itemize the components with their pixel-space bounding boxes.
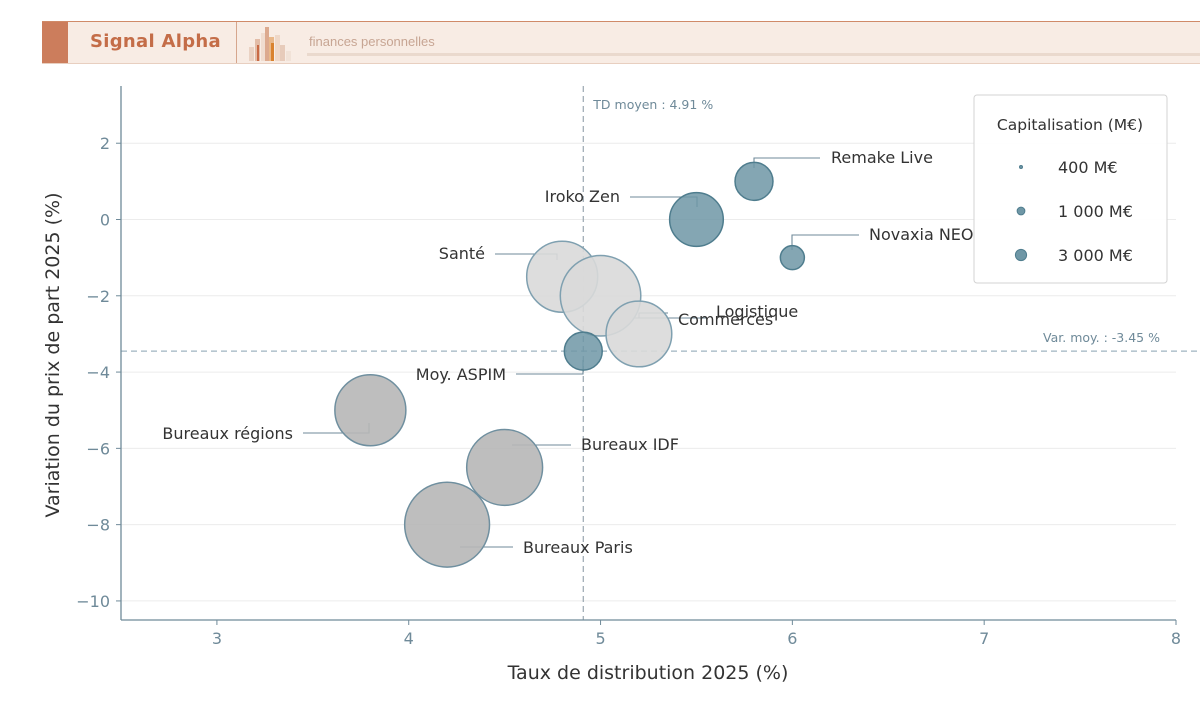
point-label: Bureaux régions [162, 424, 293, 443]
legend-label: 400 M€ [1058, 158, 1118, 177]
y-tick-label: 0 [100, 211, 110, 230]
point-label: Bureaux Paris [523, 538, 633, 557]
point-labels: Remake Live Iroko Zen Novaxia NEO Santé Logi… [162, 148, 973, 557]
legend-box [973, 94, 1168, 284]
axes: 2 0 −2 −4 −6 −8 −10 3 4 5 6 7 8 [76, 86, 1181, 648]
legend-label: 1 000 M€ [1058, 202, 1133, 221]
bubbles [334, 161, 806, 568]
x-tick-label: 6 [787, 629, 797, 648]
bubble-point[interactable] [563, 331, 604, 371]
x-tick-label: 8 [1171, 629, 1181, 648]
x-axis-label: Taux de distribution 2025 (%) [507, 662, 789, 684]
y-axis-label: Variation du prix de part 2025 (%) [42, 193, 64, 518]
x-tick-label: 3 [212, 629, 222, 648]
legend-marker [1014, 248, 1028, 262]
header-tagline: finances personnelles [309, 34, 435, 49]
brand-name[interactable]: Signal Alpha [90, 31, 221, 52]
y-tick-label: −4 [86, 363, 110, 382]
y-tick-label: −8 [86, 516, 110, 535]
legend-label: 3 000 M€ [1058, 246, 1133, 265]
legend-marker [1019, 165, 1023, 169]
point-label: Logistique [716, 302, 798, 321]
skyline-logo-icon [249, 27, 291, 61]
site-header: Signal Alpha finances personnelles [42, 21, 1200, 64]
y-tick-label: −6 [86, 439, 110, 458]
bubble-point[interactable] [465, 428, 544, 507]
mean-variation-label: Var. moy. : -3.45 % [1043, 330, 1160, 345]
point-label: Santé [439, 244, 485, 263]
y-tick-label: −2 [86, 287, 110, 306]
point-label: Iroko Zen [545, 187, 620, 206]
bubble-point[interactable] [668, 191, 725, 248]
point-label: Moy. ASPIM [416, 365, 506, 384]
header-separator [236, 22, 237, 63]
point-label: Bureaux IDF [581, 435, 679, 454]
x-tick-label: 4 [404, 629, 414, 648]
x-tick-label: 5 [595, 629, 605, 648]
point-label: Novaxia NEO [869, 225, 974, 244]
header-accent-bar [42, 22, 68, 63]
legend-marker [1016, 206, 1026, 216]
mean-distribution-label: TD moyen : 4.91 % [592, 97, 713, 112]
x-tick-label: 7 [979, 629, 989, 648]
legend: Capitalisation (M€) 400 M€ 1 000 M€ 3 000 M… [973, 94, 1168, 284]
point-label: Remake Live [831, 148, 933, 167]
reference-lines: TD moyen : 4.91 % Var. moy. : -3.45 % [121, 86, 1200, 620]
bubble-point[interactable] [734, 161, 774, 202]
header-rule [307, 53, 1200, 56]
y-tick-label: −10 [76, 592, 110, 611]
bubble-point[interactable] [334, 373, 407, 447]
bubble-point[interactable] [403, 481, 491, 568]
legend-title: Capitalisation (M€) [997, 116, 1143, 134]
point-label: Commerces [678, 310, 773, 329]
bubble-point[interactable] [605, 300, 673, 368]
leader-line [791, 234, 859, 250]
bubble-point[interactable] [779, 244, 806, 271]
y-tick-label: 2 [100, 134, 110, 153]
